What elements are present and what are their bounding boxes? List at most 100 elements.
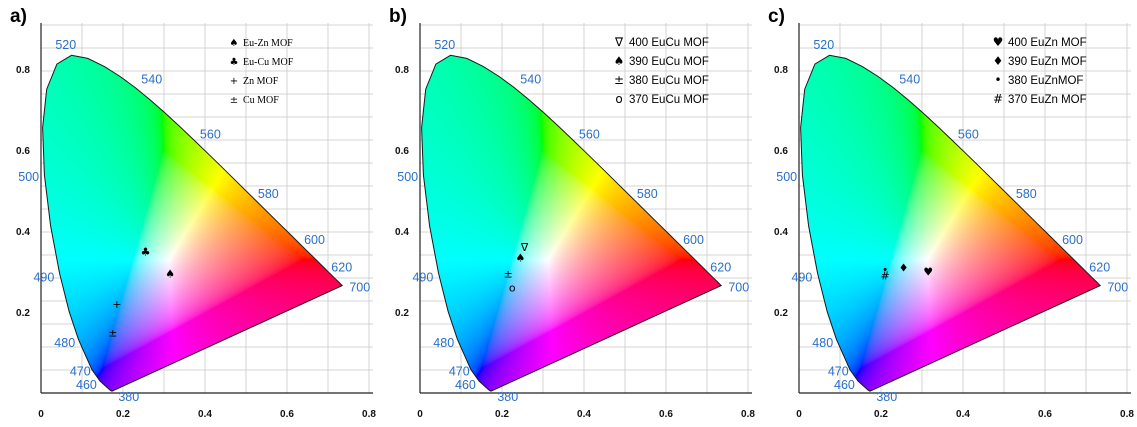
panel-label: a) [10,6,27,27]
wavelength-label: 700 [349,281,370,295]
wavelength-label: 600 [683,233,704,247]
legend-label: Eu-Cu MOF [243,57,294,68]
y-tick-label: 0.8 [395,65,409,76]
wavelength-label: 580 [637,187,658,201]
y-tick-label: 0.4 [774,227,788,238]
wavelength-label: 460 [76,378,97,392]
x-tick-label: 0.8 [741,409,755,420]
wavelength-label: 500 [776,170,797,184]
wavelength-label: 490 [412,271,433,285]
x-tick-label: 0.4 [198,409,212,420]
legend-symbol: ♠ [230,38,239,49]
legend-symbol: o [615,92,622,106]
data-point: ± [504,268,513,281]
wavelength-label: 620 [710,260,731,274]
panel-b: 0 0.2 0.4 0.6 0.8 0.2 0.4 0.6 0.8 b) 520 540 560 580 6… [379,0,758,427]
wavelength-label: 540 [141,73,162,87]
wavelength-label: 490 [33,271,54,285]
legend-symbol: ♠ [614,54,625,68]
data-point: o [509,282,516,295]
legend-label: Eu-Zn MOF [243,38,293,49]
legend-symbol: ♥ [993,35,1004,49]
data-point: # [880,270,889,283]
y-tick-label: 0.8 [774,65,788,76]
gamut-fill [799,33,1119,393]
x-tick-label: 0.2 [116,409,130,420]
x-tick-label: 0.6 [1038,409,1052,420]
y-tick-label: 0.6 [395,146,409,157]
legend-label: 380 EuZnMOF [1008,75,1083,87]
legend-symbol: + [230,76,238,87]
wavelength-label: 700 [1107,281,1128,295]
x-tick-label: 0.2 [874,409,888,420]
x-tick-label: 0.8 [362,409,376,420]
x-tick-label: 0.6 [659,409,673,420]
wavelength-label: 540 [899,73,920,87]
panel-label: b) [389,6,407,27]
legend-symbol: ∇ [614,35,624,49]
gamut-fill [420,33,740,393]
wavelength-label: 460 [455,378,476,392]
wavelength-label: 380 [118,390,139,404]
wavelength-label: 380 [497,390,518,404]
x-tick-label: 0.4 [577,409,591,420]
wavelength-label: 700 [728,281,749,295]
x-tick-label: 0.4 [956,409,970,420]
wavelength-label: 480 [54,336,75,350]
legend-label: 380 EuCu MOF [629,75,709,87]
data-point: ♣ [141,245,151,258]
legend-label: 390 EuZn MOF [1008,56,1087,68]
panel-a: 0 0.2 0.4 0.6 0.8 0.2 0.4 0.6 0.8 a) 520 540 560 580 6… [0,0,379,427]
wavelength-label: 470 [828,365,849,379]
legend-symbol: ♦ [993,54,1004,68]
y-tick-label: 0.6 [16,146,30,157]
legend-label: 370 EuZn MOF [1008,94,1087,106]
wavelength-label: 520 [55,38,76,52]
data-point: ♦ [899,261,909,274]
legend: ∇ 400 EuCu MOF ♠ 390 EuCu MOF ± 380 EuCu MOF o… [614,35,709,106]
wavelength-label: 480 [433,336,454,350]
x-tick-label: 0 [38,409,44,420]
legend-symbol: ± [614,73,624,87]
legend-label: Cu MOF [243,95,279,106]
panel-label: c) [768,6,785,27]
wavelength-label: 520 [434,38,455,52]
wavelength-label: 580 [1016,187,1037,201]
legend-symbol: • [994,73,1001,87]
wavelength-label: 470 [70,365,91,379]
legend-label: 400 EuCu MOF [629,37,709,49]
wavelength-label: 460 [834,378,855,392]
y-tick-label: 0.4 [395,227,409,238]
x-tick-label: 0 [796,409,802,420]
legend: ♥ 400 EuZn MOF ♦ 390 EuZn MOF • 380 EuZnMOF # 3… [993,35,1087,106]
data-point: + [112,298,121,311]
data-point: ♠ [165,268,175,281]
wavelength-label: 600 [304,233,325,247]
wavelength-label: 620 [1089,260,1110,274]
wavelength-label: 380 [876,390,897,404]
x-tick-label: 0.6 [280,409,294,420]
wavelength-label: 620 [331,260,352,274]
wavelength-label: 540 [520,73,541,87]
wavelength-label: 500 [397,170,418,184]
wavelength-label: 480 [812,336,833,350]
wavelength-label: 600 [1062,233,1083,247]
y-tick-label: 0.2 [16,308,30,319]
wavelength-label: 560 [958,127,979,141]
panel-c: 0 0.2 0.4 0.6 0.8 0.2 0.4 0.6 0.8 c) 520 540 560 580 6… [758,0,1137,427]
wavelength-label: 470 [449,365,470,379]
legend-label: 400 EuZn MOF [1008,37,1087,49]
wavelength-label: 560 [579,127,600,141]
y-tick-label: 0.2 [774,308,788,319]
gamut-fill [41,33,361,393]
data-point: ± [108,326,117,339]
wavelength-label: 520 [813,38,834,52]
legend-symbol: ± [230,95,238,106]
wavelength-label: 580 [258,187,279,201]
data-point: ♥ [923,266,933,279]
y-tick-label: 0.8 [16,65,30,76]
wavelength-label: 490 [791,271,812,285]
x-tick-label: 0 [417,409,423,420]
x-tick-label: 0.8 [1120,409,1134,420]
legend-label: 390 EuCu MOF [629,56,709,68]
